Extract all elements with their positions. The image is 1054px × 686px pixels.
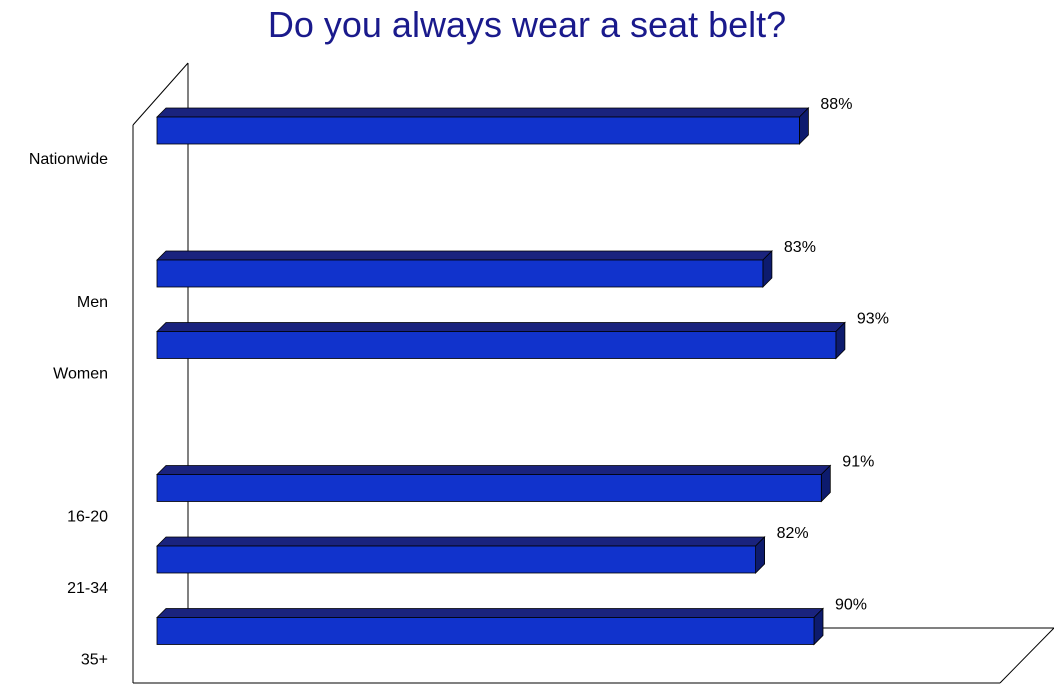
value-label-2: 93% [857, 311, 889, 328]
value-label-1: 83% [784, 239, 816, 256]
bar-top-5 [156, 608, 824, 618]
chart-walls [132, 62, 1054, 684]
bar-1 [156, 259, 764, 288]
bar-top-1 [156, 250, 773, 261]
bar-top-0 [156, 107, 810, 118]
category-label-4: 21-34 [67, 580, 108, 597]
bar-5 [156, 617, 815, 645]
floor-right-edge [999, 627, 1054, 684]
bar-top-4 [156, 536, 766, 547]
value-label-4: 82% [777, 525, 809, 542]
bar-3 [156, 474, 822, 502]
value-label-5: 90% [835, 597, 867, 614]
bar-top-3 [156, 465, 832, 475]
category-label-3: 16-20 [67, 509, 108, 526]
value-label-3: 91% [842, 454, 874, 471]
chart-title: Do you always wear a seat belt? [267, 4, 787, 45]
value-label-0: 88% [820, 96, 852, 113]
category-label-2: Women [53, 366, 108, 383]
bar-2 [156, 331, 837, 359]
bar-4 [156, 545, 756, 574]
wall-top-edge [132, 62, 189, 126]
bar-0 [156, 116, 800, 145]
labels-group: 88% Nationwide 83% Men 93% Women 91% 16-20 82% 21… [29, 96, 889, 669]
category-label-0: Nationwide [29, 151, 108, 168]
bar-top-2 [156, 322, 846, 332]
category-label-5: 35+ [81, 652, 108, 669]
bars-group [156, 107, 846, 646]
category-label-1: Men [77, 294, 108, 311]
